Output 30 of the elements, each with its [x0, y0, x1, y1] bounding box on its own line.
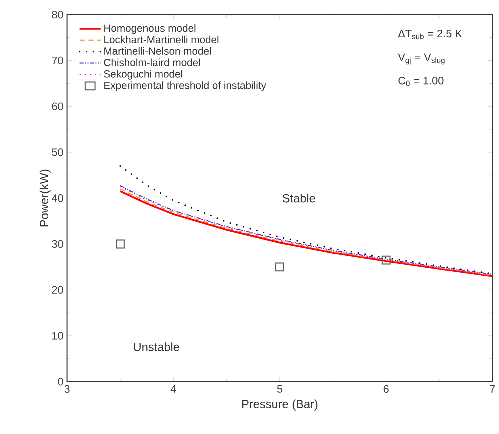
y-tick-label: 0	[58, 378, 64, 386]
legend-label: Martinelli-Nelson model	[104, 47, 212, 55]
y-tick-label: 40	[52, 194, 64, 202]
y-tick-label: 70	[52, 56, 64, 64]
y-tick-label: 10	[52, 332, 64, 340]
annotation: Unstable	[134, 342, 180, 352]
y-tick-label: 20	[52, 286, 64, 294]
x-tick-label: 3	[64, 385, 70, 393]
annotation: ΔT$_{sub}$ = 2.5 K	[398, 30, 462, 40]
x-tick-label: 6	[384, 385, 389, 393]
point	[116, 240, 125, 249]
x-axis-title: Pressure (Bar)	[242, 400, 318, 411]
legend-label: Sekoguchi model	[104, 70, 182, 80]
point	[276, 262, 284, 272]
y-tick-label: 60	[52, 102, 64, 110]
x-tick-label: 4	[170, 385, 176, 393]
legend-label: Lockhart-Martinelli model	[104, 36, 219, 44]
annotation: C$_{0}$ = 1.00	[398, 76, 444, 86]
annotation: V$_{gj}$ = V$_{slug}$	[398, 54, 445, 65]
x-tick-label: 7	[490, 385, 496, 393]
legend-label: Homogenous model	[104, 24, 196, 34]
point	[382, 256, 391, 265]
x-tick-label: 5	[277, 385, 283, 393]
legend-label: Chisholm-laird model	[104, 58, 200, 66]
y-tick-label: 80	[52, 10, 64, 19]
legend-label: Experimental threshold of instability	[104, 82, 266, 92]
annotation: Stable	[282, 194, 316, 203]
y-axis-title: Power(kW)	[40, 170, 51, 226]
y-tick-label: 30	[52, 240, 64, 248]
y-tick-label: 50	[52, 148, 64, 156]
